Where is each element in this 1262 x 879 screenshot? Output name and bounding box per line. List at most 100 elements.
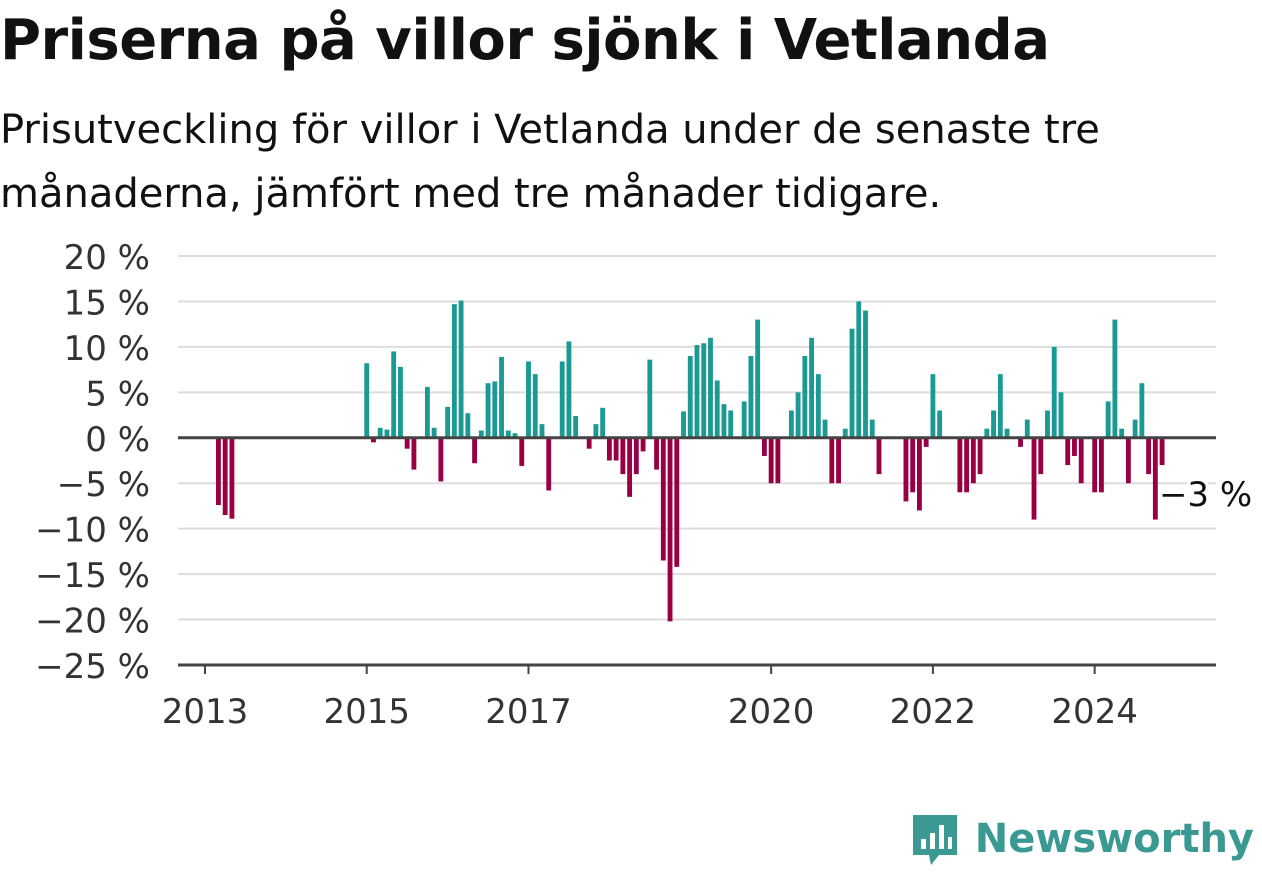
bars bbox=[216, 300, 1165, 622]
bar bbox=[1159, 437, 1165, 466]
bar bbox=[505, 430, 511, 438]
bar bbox=[606, 437, 612, 461]
bar bbox=[1146, 437, 1152, 475]
bar bbox=[647, 359, 653, 438]
bar bbox=[869, 419, 875, 438]
bar bbox=[822, 419, 828, 438]
bar bbox=[431, 427, 437, 438]
bar bbox=[1092, 437, 1098, 493]
bar bbox=[1105, 401, 1111, 438]
bar bbox=[451, 304, 457, 438]
bar bbox=[903, 437, 909, 502]
bar bbox=[633, 437, 639, 475]
bar bbox=[991, 410, 996, 438]
bar bbox=[842, 428, 848, 438]
bar bbox=[384, 429, 390, 438]
bar bbox=[424, 386, 430, 438]
bar bbox=[795, 392, 801, 438]
bar bbox=[1058, 392, 1064, 438]
x-tick-label: 2015 bbox=[323, 692, 410, 732]
bar bbox=[694, 345, 700, 438]
bar bbox=[660, 437, 666, 561]
bar bbox=[957, 437, 963, 493]
x-tick-label: 2017 bbox=[485, 692, 572, 732]
bar bbox=[404, 437, 410, 449]
bar bbox=[1031, 437, 1037, 520]
bar bbox=[478, 430, 484, 438]
bar bbox=[1132, 419, 1138, 438]
bar bbox=[930, 374, 936, 438]
bar bbox=[1112, 319, 1118, 438]
bar bbox=[559, 361, 565, 438]
bar bbox=[984, 428, 990, 438]
bar bbox=[472, 437, 477, 464]
bar bbox=[1065, 437, 1071, 466]
bar bbox=[829, 437, 835, 484]
bar bbox=[600, 407, 606, 438]
bar bbox=[222, 437, 228, 516]
bar bbox=[216, 437, 221, 506]
bar bbox=[620, 437, 626, 475]
bar bbox=[917, 437, 922, 511]
bar bbox=[876, 437, 882, 475]
x-tick-label: 2022 bbox=[890, 692, 977, 732]
x-tick-label: 2020 bbox=[728, 692, 815, 732]
bar bbox=[788, 410, 794, 438]
bar bbox=[1045, 410, 1050, 438]
bar bbox=[970, 437, 976, 484]
bar bbox=[566, 341, 572, 438]
y-tick-label: 5 % bbox=[85, 374, 150, 414]
bar bbox=[458, 300, 464, 438]
chart-subtitle: Prisutveckling för villor i Vetlanda und… bbox=[0, 107, 1100, 217]
bar bbox=[1072, 437, 1077, 456]
bar bbox=[977, 437, 983, 475]
bar bbox=[809, 337, 815, 438]
bar bbox=[1119, 428, 1125, 438]
bar bbox=[371, 437, 376, 443]
bar bbox=[364, 363, 370, 438]
bar bbox=[1078, 437, 1084, 484]
bar bbox=[802, 355, 808, 438]
brand-logo: Newsworthy bbox=[909, 811, 1254, 867]
bar bbox=[438, 437, 444, 482]
bar bbox=[775, 437, 781, 484]
bar bbox=[593, 424, 599, 438]
bar bbox=[526, 361, 531, 438]
y-tick-label: −20 % bbox=[35, 602, 150, 642]
bar bbox=[849, 328, 855, 438]
bar bbox=[512, 433, 518, 438]
bar bbox=[910, 437, 916, 493]
bar bbox=[836, 437, 841, 484]
y-tick-label: −5 % bbox=[57, 465, 150, 505]
bar bbox=[1038, 437, 1044, 475]
x-tick-label: 2013 bbox=[162, 692, 249, 732]
bar bbox=[445, 406, 451, 438]
y-tick-label: −10 % bbox=[35, 511, 150, 551]
bar bbox=[815, 374, 821, 438]
bar bbox=[741, 401, 747, 438]
bar bbox=[728, 410, 734, 438]
bar bbox=[532, 374, 538, 438]
bar bbox=[674, 437, 680, 567]
bar bbox=[613, 437, 619, 461]
axes: 2013 2015 2017 2020 2022 2024 bbox=[162, 436, 1216, 732]
bar bbox=[1098, 437, 1104, 493]
brand-name: Newsworthy bbox=[974, 816, 1254, 862]
bar bbox=[761, 437, 767, 456]
y-tick-label: 0 % bbox=[85, 420, 150, 460]
bar bbox=[485, 383, 491, 438]
bar bbox=[708, 337, 713, 438]
latest-value-label: −3 % bbox=[1159, 475, 1252, 515]
bar bbox=[492, 381, 498, 438]
y-tick-label: 10 % bbox=[64, 329, 150, 369]
bar bbox=[1018, 437, 1023, 447]
bar bbox=[667, 437, 673, 622]
bar bbox=[1152, 437, 1158, 520]
bar bbox=[1051, 346, 1057, 438]
newsworthy-logo-icon bbox=[912, 815, 957, 865]
chart-title: Priserna på villor sjönk i Vetlanda bbox=[0, 8, 1050, 73]
bar bbox=[1139, 383, 1145, 438]
bar bbox=[411, 437, 417, 470]
bar bbox=[1004, 428, 1010, 438]
bar bbox=[391, 351, 397, 438]
